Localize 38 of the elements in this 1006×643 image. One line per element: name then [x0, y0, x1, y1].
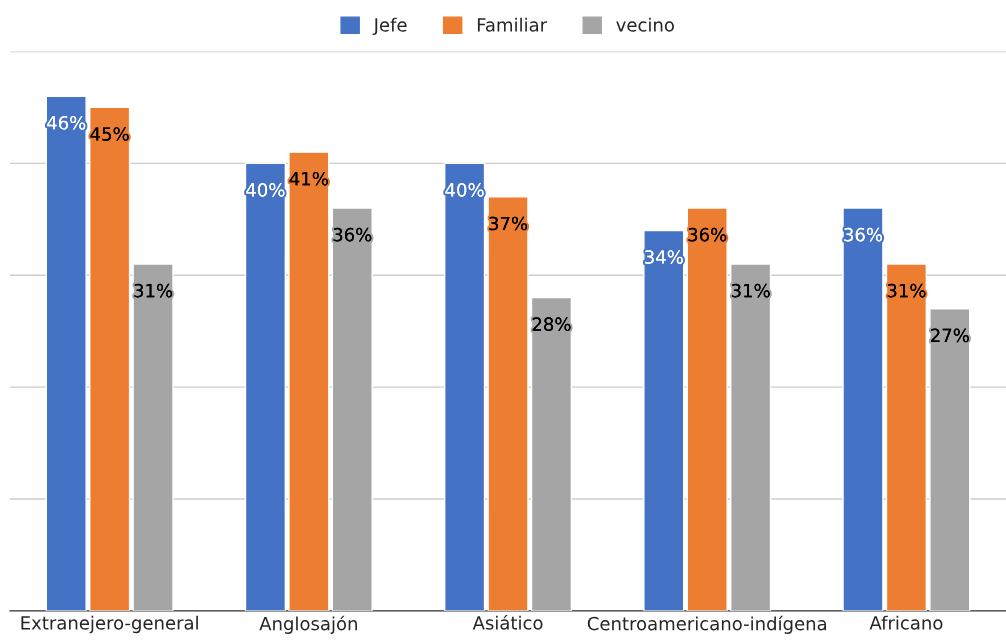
bar: [89, 106, 131, 611]
data-label: 36%: [844, 227, 883, 242]
bar: [443, 162, 486, 611]
bar: [643, 229, 685, 611]
bar: [45, 95, 87, 611]
x-tick-label: Centroamericano-indígena: [587, 615, 826, 634]
bar: [885, 263, 928, 611]
bar: [929, 308, 971, 611]
bar: [132, 263, 174, 611]
bar: [288, 151, 330, 611]
legend-label: Familiar: [477, 17, 548, 32]
data-label: 40%: [246, 183, 285, 197]
data-label: 45%: [90, 127, 129, 141]
legend-label: Jefe: [372, 17, 407, 36]
data-label: 27%: [931, 328, 969, 343]
data-label: 36%: [333, 227, 372, 242]
x-tick-label: Extranejero-general: [21, 615, 198, 634]
data-label: 41%: [289, 171, 328, 186]
data-label: 40%: [445, 183, 484, 197]
data-label: 28%: [532, 317, 571, 331]
bar: [244, 162, 287, 611]
data-label: 36%: [688, 227, 727, 242]
bar: [331, 207, 373, 611]
x-tick-label: Africano: [869, 615, 943, 630]
bar: [730, 263, 772, 611]
bar: [487, 196, 529, 611]
data-label: 31%: [731, 283, 770, 298]
data-label: 46%: [47, 115, 86, 130]
data-label: 37%: [489, 216, 528, 231]
legend-label: vecino: [616, 17, 674, 32]
x-tick-label: Anglosajón: [259, 615, 357, 634]
data-label: 34%: [645, 250, 683, 264]
bar: [842, 207, 884, 611]
x-tick-label: Asiático: [472, 614, 543, 630]
data-label: 31%: [887, 283, 926, 298]
data-label: 31%: [134, 283, 173, 298]
bar: [530, 296, 573, 611]
bar: [686, 207, 728, 611]
